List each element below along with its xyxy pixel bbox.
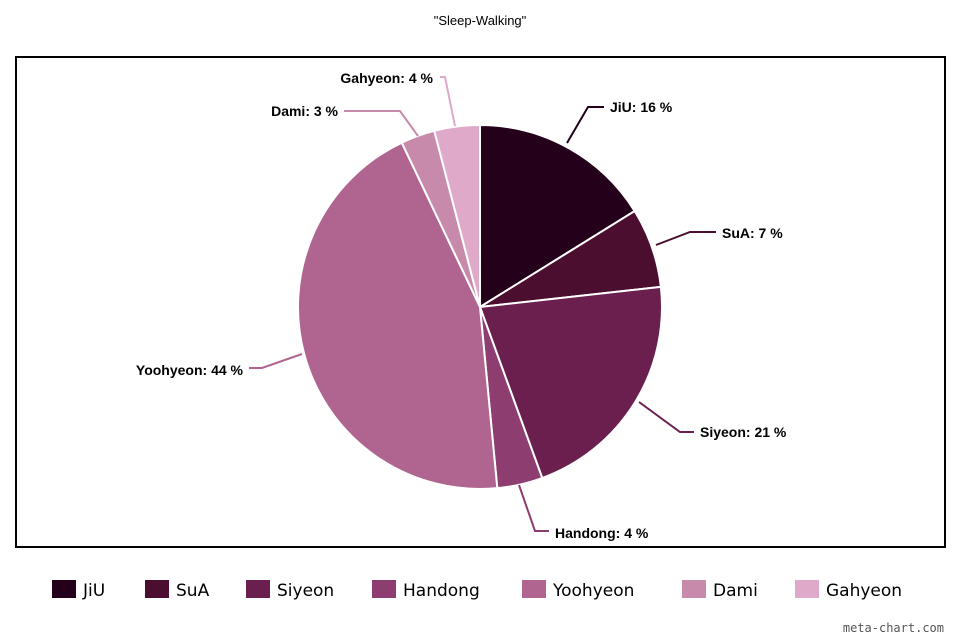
slice-label-handong: Handong: 4 %	[555, 525, 649, 541]
slice-label-yoohyeon: Yoohyeon: 44 %	[136, 362, 244, 378]
legend-label-yoohyeon: Yoohyeon	[552, 581, 634, 601]
legend-swatch-yoohyeon	[522, 580, 546, 598]
leader-lines	[249, 76, 716, 532]
pie-slice-yoohyeon	[297, 141, 499, 490]
leader-line-gahyeon	[440, 76, 456, 127]
pie-slice-gahyeon	[433, 123, 481, 308]
chart-title: "Sleep-Walking"	[434, 13, 527, 28]
pie-slice-jiu	[479, 123, 637, 309]
legend-label-jiu: JiU	[82, 581, 105, 601]
leader-line-dami	[344, 110, 419, 137]
slice-label-jiu: JiU: 16 %	[610, 99, 673, 115]
leader-line-yoohyeon	[249, 353, 303, 369]
pie-slices	[297, 123, 663, 490]
legend-swatch-siyeon	[246, 580, 270, 598]
leader-line-sua	[655, 231, 716, 246]
watermark: meta-chart.com	[843, 621, 944, 635]
legend-swatch-handong	[372, 580, 396, 598]
legend-label-dami: Dami	[713, 581, 758, 601]
legend-swatch-dami	[682, 580, 706, 598]
legend-swatch-jiu	[52, 580, 76, 598]
legend-label-sua: SuA	[176, 581, 210, 601]
slice-label-sua: SuA: 7 %	[722, 225, 783, 241]
legend: JiU SuA Siyeon Handong Yoohyeon Dami Gahyeon	[52, 580, 902, 601]
legend-label-siyeon: Siyeon	[277, 581, 334, 601]
leader-line-jiu	[566, 106, 604, 144]
leader-line-handong	[518, 484, 549, 532]
leader-line-siyeon	[638, 401, 694, 433]
legend-swatch-sua	[145, 580, 169, 598]
legend-label-gahyeon: Gahyeon	[826, 581, 902, 601]
slice-labels: JiU: 16 % SuA: 7 % Siyeon: 21 % Handong: 4 …	[136, 70, 787, 541]
slice-label-gahyeon: Gahyeon: 4 %	[340, 70, 433, 86]
slice-label-dami: Dami: 3 %	[271, 103, 338, 119]
legend-swatch-gahyeon	[795, 580, 819, 598]
legend-label-handong: Handong	[403, 581, 480, 601]
slice-label-siyeon: Siyeon: 21 %	[700, 424, 787, 440]
